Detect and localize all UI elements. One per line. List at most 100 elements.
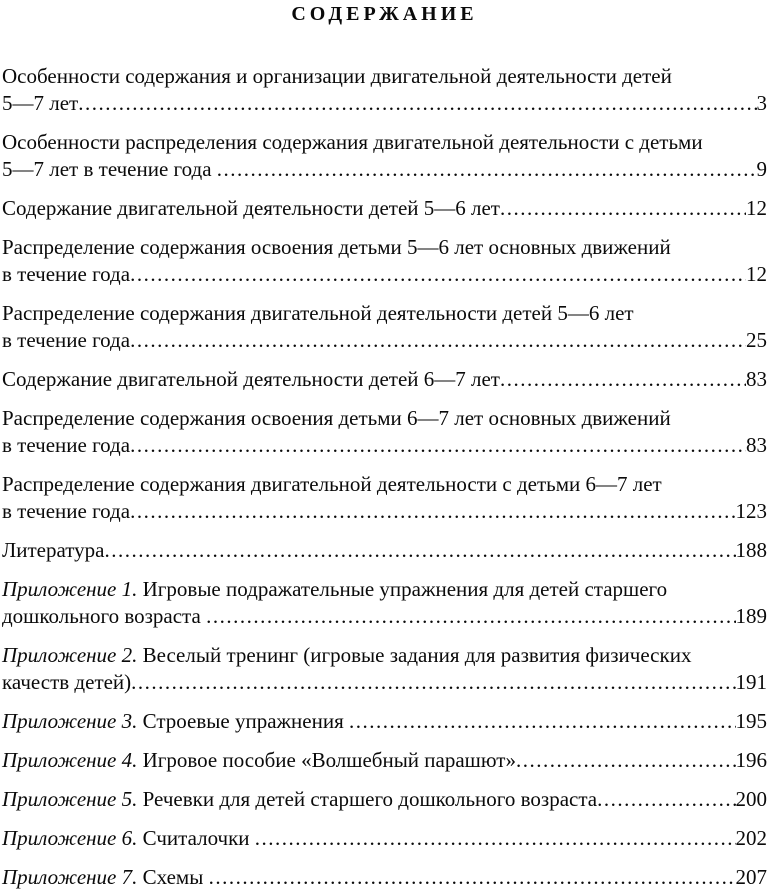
toc-entry-text: в течение года [2,499,131,523]
toc-entry-line: Приложение 7. Схемы 207 [2,864,767,891]
toc-entry-line: Распределение содержания освоения детьми… [2,405,767,432]
dot-leader [597,786,735,813]
toc-entry-line: Особенности распределения содержания дви… [2,129,767,156]
toc-entry-text: в течение года [2,433,131,457]
dot-leader [130,327,746,354]
toc-entry: Распределение содержания двигательной де… [2,300,767,354]
toc-entry-text: Распределение содержания освоения детьми… [2,235,671,259]
toc-entry: Распределение содержания двигательной де… [2,471,767,525]
toc-entry: Приложение 7. Схемы 207 [2,864,767,891]
toc-page-number: 25 [746,328,767,352]
toc-entry-appendix-label: Приложение 2. [2,643,138,667]
toc-entry-text: Особенности распределения содержания дви… [2,130,703,154]
toc-entry: Особенности распределения содержания дви… [2,129,767,183]
toc-entry-line: Распределение содержания двигательной де… [2,300,767,327]
toc-page-number: 191 [735,670,768,694]
toc-page-number: 9 [756,157,768,181]
toc-entry: Приложение 5. Речевки для детей старшего… [2,786,767,813]
toc-entry-line: Приложение 4. Игровое пособие «Волшебный… [2,747,767,774]
dot-leader [217,156,757,183]
dot-leader [255,825,736,852]
toc-entry-line: в течение года 12 [2,261,767,288]
toc-entry-line: в течение года 25 [2,327,767,354]
toc-entry-line: Приложение 1. Игровые подражательные упр… [2,576,767,603]
toc-entry-line: Приложение 5. Речевки для детей старшего… [2,786,767,813]
toc-page-number: 83 [746,367,767,391]
toc-entry-line: в течение года 83 [2,432,767,459]
dot-leader [516,747,736,774]
toc-entry: Приложение 3. Строевые упражнения 195 [2,708,767,735]
dot-leader [104,537,735,564]
toc-entry: Приложение 6. Считалочки 202 [2,825,767,852]
toc-entry-appendix-label: Приложение 6. [2,826,138,850]
toc-entry: Приложение 4. Игровое пособие «Волшебный… [2,747,767,774]
toc-entry: Распределение содержания освоения детьми… [2,234,767,288]
toc-entry-text: Содержание двигательной деятельности дет… [2,367,500,391]
toc-entry-line: Приложение 3. Строевые упражнения 195 [2,708,767,735]
dot-leader [130,432,746,459]
toc-entry-line: Литература 188 [2,537,767,564]
toc-page-number: 3 [756,91,768,115]
dot-leader [131,669,735,696]
toc-entry-text: Приложение 4. Игровое пособие «Волшебный… [2,748,516,772]
toc-entry-text: качеств детей) [2,670,132,694]
toc-entry: Приложение 1. Игровые подражательные упр… [2,576,767,630]
toc-page-number: 196 [735,748,768,772]
toc-entry-line: Содержание двигательной деятельности дет… [2,366,767,393]
toc-entry-appendix-label: Приложение 7. [2,865,138,889]
toc-entry-text: Приложение 1. Игровые подражательные упр… [2,577,668,601]
toc-entry-line: Распределение содержания освоения детьми… [2,234,767,261]
toc-entry-text: Распределение содержания двигательной де… [2,472,662,496]
toc-entry-text: Особенности содержания и организации дви… [2,64,672,88]
toc-entry-line: Приложение 6. Считалочки 202 [2,825,767,852]
toc-entry-line: Содержание двигательной деятельности дет… [2,195,767,222]
toc-page-number: 83 [746,433,767,457]
toc-entry-line: 5—7 лет в течение года 9 [2,156,767,183]
dot-leader [349,708,736,735]
toc-page-number: 195 [735,709,768,733]
toc-page-number: 12 [746,196,767,220]
toc-entry: Приложение 2. Веселый тренинг (игровые з… [2,642,767,696]
toc-page-number: 189 [735,604,768,628]
toc-entry-text: Распределение содержания освоения детьми… [2,406,671,430]
toc-page-number: 200 [735,787,768,811]
dot-leader [500,195,746,222]
dot-leader [130,261,746,288]
toc-entry: Содержание двигательной деятельности дет… [2,195,767,222]
toc-entry-text: Приложение 7. Схемы [2,865,209,889]
toc-entry-text: Содержание двигательной деятельности дет… [2,196,500,220]
toc-entry-text: Распределение содержания двигательной де… [2,301,634,325]
toc-entry-text: дошкольного возраста [2,604,207,628]
toc-entry-line: в течение года 123 [2,498,767,525]
toc-page-number: 207 [735,865,768,889]
toc-entry-appendix-label: Приложение 5. [2,787,138,811]
toc-entry-line: Распределение содержания двигательной де… [2,471,767,498]
toc-entry-line: Особенности содержания и организации дви… [2,63,767,90]
toc-entry-line: дошкольного возраста 189 [2,603,767,630]
toc-entry-appendix-label: Приложение 3. [2,709,138,733]
toc-entry-line: 5—7 лет 3 [2,90,767,117]
toc-page-number: 12 [746,262,767,286]
toc-entry-text: 5—7 лет в течение года [2,157,217,181]
toc-entry-text: Приложение 5. Речевки для детей старшего… [2,787,598,811]
page-title: СОДЕРЖАНИЕ [291,3,478,25]
toc-entry-text: в течение года [2,262,131,286]
dot-leader [206,603,735,630]
dot-leader [130,498,735,525]
toc-entry-text: Литература [2,538,105,562]
toc-entry-text: в течение года [2,328,131,352]
toc-entry: Особенности содержания и организации дви… [2,63,767,117]
toc-entry-line: Приложение 2. Веселый тренинг (игровые з… [2,642,767,669]
toc-entry-text: Приложение 2. Веселый тренинг (игровые з… [2,643,692,667]
toc-entry-appendix-label: Приложение 1. [2,577,138,601]
toc-entry: Распределение содержания освоения детьми… [2,405,767,459]
toc-entry-text: 5—7 лет [2,91,79,115]
toc-entry: Содержание двигательной деятельности дет… [2,366,767,393]
toc-page-number: 202 [735,826,768,850]
toc-list: Особенности содержания и организации дви… [2,63,767,891]
dot-leader [78,90,756,117]
toc-entry: Литература 188 [2,537,767,564]
dot-leader [500,366,746,393]
toc-page-number: 188 [735,538,768,562]
